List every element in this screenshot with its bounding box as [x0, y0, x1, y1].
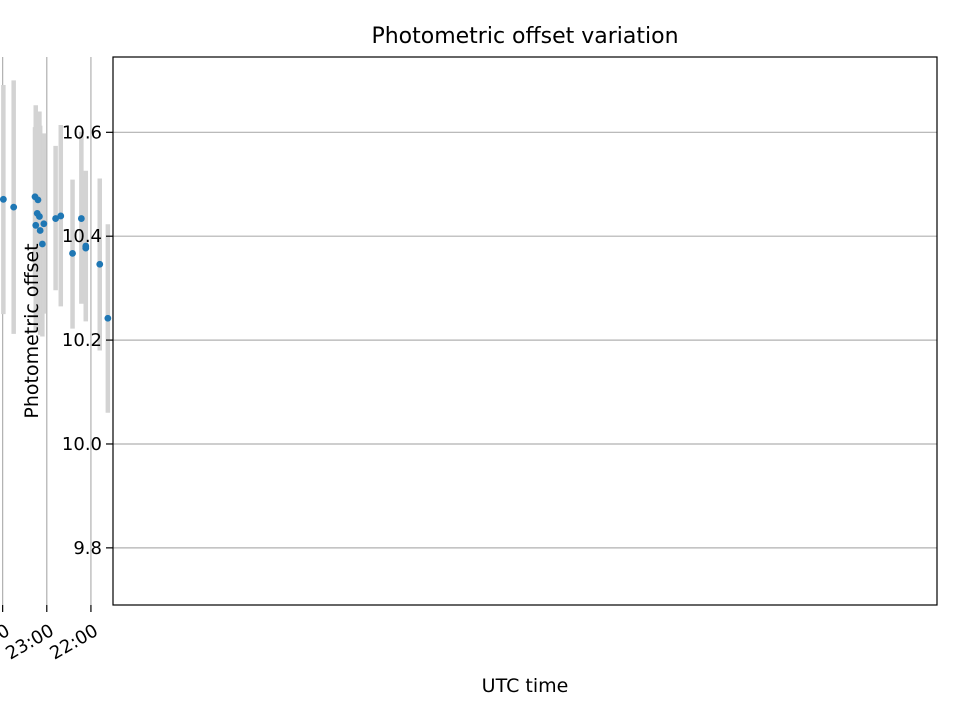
data-point [31, 193, 39, 201]
data-point [57, 212, 65, 220]
data-point [69, 249, 76, 257]
data-point [104, 314, 112, 322]
y-tick-label: 9.8 [73, 538, 102, 559]
y-tick-label: 10.6 [62, 122, 102, 143]
chart-title: Photometric offset variation [371, 24, 678, 49]
data-point [10, 203, 18, 211]
data-point [52, 215, 60, 222]
y-axis-label: Photometric offset [21, 243, 43, 418]
data-point [77, 215, 85, 222]
data-point [0, 195, 7, 203]
data-point [40, 220, 48, 228]
data-point [33, 209, 41, 217]
data-point [38, 240, 46, 248]
y-tick-label: 10.4 [62, 226, 102, 247]
y-tick-layer: 9.8 10.0 10.2 10.4 10.6 [62, 122, 113, 559]
point-layer [0, 193, 112, 322]
data-point [82, 242, 90, 250]
y-tick-label: 10.0 [62, 434, 102, 455]
x-axis-label: UTC time [482, 675, 569, 697]
plot-frame [112, 56, 938, 606]
data-point [96, 260, 104, 268]
y-tick-label: 10.2 [62, 330, 102, 351]
data-point [36, 227, 44, 234]
data-point [32, 221, 40, 229]
